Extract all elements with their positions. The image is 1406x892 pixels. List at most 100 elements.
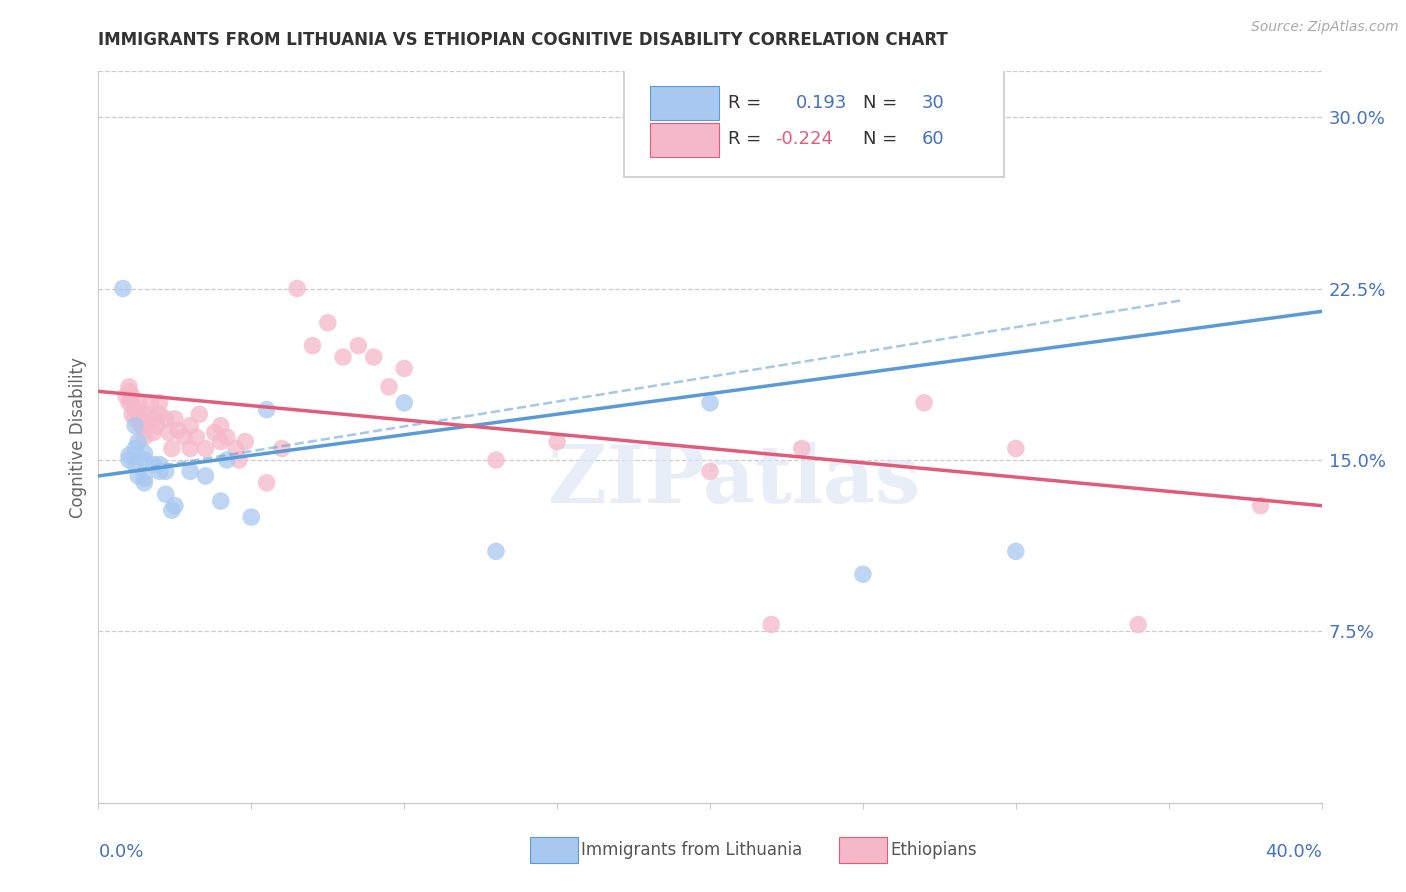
Point: [124, 412, 146, 426]
Point: [215, 453, 238, 467]
Text: Ethiopians: Ethiopians: [890, 841, 977, 859]
Point: [129, 418, 152, 433]
Text: 0.0%: 0.0%: [98, 843, 143, 861]
Point: [124, 402, 146, 417]
Point: [142, 412, 165, 426]
Point: [157, 425, 180, 440]
Point: [118, 449, 141, 463]
Text: N =: N =: [863, 130, 903, 148]
Point: [225, 442, 247, 456]
Point: [270, 442, 292, 456]
Point: [790, 442, 813, 456]
Point: [188, 407, 211, 421]
Point: [155, 464, 177, 478]
Point: [179, 418, 201, 433]
Point: [124, 442, 146, 456]
Text: 60: 60: [922, 130, 945, 148]
Point: [134, 446, 156, 460]
Point: [285, 281, 308, 295]
Point: [485, 544, 508, 558]
Point: [852, 121, 875, 136]
FancyBboxPatch shape: [650, 86, 718, 120]
Point: [163, 412, 186, 426]
Point: [363, 350, 385, 364]
Point: [233, 434, 256, 449]
Point: [124, 418, 146, 433]
Point: [347, 338, 370, 352]
Point: [118, 380, 141, 394]
Point: [129, 412, 152, 426]
FancyBboxPatch shape: [650, 123, 718, 157]
Point: [127, 396, 149, 410]
Point: [149, 407, 172, 421]
Text: R =: R =: [728, 94, 768, 112]
Point: [209, 434, 232, 449]
Point: [136, 407, 159, 421]
Point: [155, 412, 177, 426]
Point: [332, 350, 354, 364]
Text: IMMIGRANTS FROM LITHUANIA VS ETHIOPIAN COGNITIVE DISABILITY CORRELATION CHART: IMMIGRANTS FROM LITHUANIA VS ETHIOPIAN C…: [98, 31, 948, 49]
Text: Immigrants from Lithuania: Immigrants from Lithuania: [581, 841, 801, 859]
Text: ZIPatlas: ZIPatlas: [548, 442, 921, 520]
Point: [134, 453, 156, 467]
Point: [121, 396, 143, 410]
Point: [121, 407, 143, 421]
Point: [1249, 499, 1271, 513]
Point: [118, 396, 141, 410]
Point: [240, 510, 263, 524]
Point: [699, 396, 721, 410]
Point: [194, 442, 217, 456]
Text: 0.193: 0.193: [796, 94, 846, 112]
Text: 40.0%: 40.0%: [1265, 843, 1322, 861]
Point: [215, 430, 238, 444]
Point: [759, 617, 782, 632]
Text: R =: R =: [728, 130, 768, 148]
Point: [142, 425, 165, 440]
Point: [127, 407, 149, 421]
Point: [179, 442, 201, 456]
Point: [142, 458, 165, 472]
Point: [209, 418, 232, 433]
Point: [127, 434, 149, 449]
Point: [392, 396, 416, 410]
Point: [485, 453, 508, 467]
Point: [145, 418, 167, 433]
Point: [301, 338, 323, 352]
Point: [149, 396, 172, 410]
Point: [179, 464, 201, 478]
Point: [316, 316, 339, 330]
Point: [378, 380, 401, 394]
Point: [124, 458, 146, 472]
Point: [115, 389, 138, 403]
Point: [155, 487, 177, 501]
Point: [149, 458, 172, 472]
Point: [852, 567, 875, 582]
Point: [134, 430, 156, 444]
Point: [134, 418, 156, 433]
Point: [160, 503, 183, 517]
Point: [392, 361, 416, 376]
Point: [173, 430, 195, 444]
Point: [1004, 544, 1026, 558]
Point: [546, 434, 568, 449]
Point: [111, 281, 134, 295]
Point: [204, 425, 226, 440]
Point: [194, 469, 217, 483]
Point: [186, 430, 208, 444]
Point: [118, 384, 141, 399]
Point: [134, 475, 156, 490]
Point: [160, 442, 183, 456]
Text: -0.224: -0.224: [775, 130, 832, 148]
Text: N =: N =: [863, 94, 903, 112]
Point: [167, 423, 190, 437]
Point: [699, 464, 721, 478]
Point: [912, 396, 935, 410]
Point: [228, 453, 250, 467]
Point: [209, 494, 232, 508]
Point: [139, 396, 162, 410]
Text: Source: ZipAtlas.com: Source: ZipAtlas.com: [1251, 20, 1399, 34]
Point: [121, 389, 143, 403]
Point: [118, 453, 141, 467]
Point: [163, 499, 186, 513]
Y-axis label: Cognitive Disability: Cognitive Disability: [69, 357, 87, 517]
